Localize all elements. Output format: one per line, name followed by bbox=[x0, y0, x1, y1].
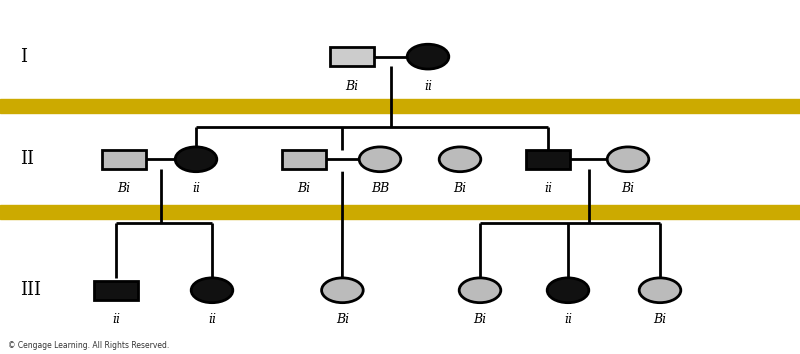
Text: ii: ii bbox=[544, 182, 552, 195]
Ellipse shape bbox=[191, 278, 233, 303]
Text: © Cengage Learning. All Rights Reserved.: © Cengage Learning. All Rights Reserved. bbox=[8, 342, 170, 350]
Text: Bi: Bi bbox=[346, 80, 358, 93]
Text: II: II bbox=[20, 150, 34, 168]
Text: ii: ii bbox=[564, 313, 572, 326]
FancyBboxPatch shape bbox=[282, 149, 326, 169]
Text: Bi: Bi bbox=[298, 182, 310, 195]
Text: Bi: Bi bbox=[454, 182, 466, 195]
Text: I: I bbox=[20, 48, 27, 65]
Text: Bi: Bi bbox=[474, 313, 486, 326]
Text: ii: ii bbox=[208, 313, 216, 326]
Ellipse shape bbox=[459, 278, 501, 303]
Ellipse shape bbox=[607, 147, 649, 172]
FancyBboxPatch shape bbox=[330, 47, 374, 67]
Text: ii: ii bbox=[112, 313, 120, 326]
Text: Bi: Bi bbox=[622, 182, 634, 195]
Text: BB: BB bbox=[371, 182, 389, 195]
FancyBboxPatch shape bbox=[526, 149, 570, 169]
Ellipse shape bbox=[322, 278, 363, 303]
Ellipse shape bbox=[175, 147, 217, 172]
Text: Bi: Bi bbox=[336, 313, 349, 326]
Text: Bi: Bi bbox=[118, 182, 130, 195]
Ellipse shape bbox=[359, 147, 401, 172]
Ellipse shape bbox=[639, 278, 681, 303]
Text: Bi: Bi bbox=[654, 313, 666, 326]
Text: ii: ii bbox=[424, 80, 432, 93]
Bar bbox=[0, 99, 800, 113]
Text: III: III bbox=[20, 281, 41, 299]
Ellipse shape bbox=[439, 147, 481, 172]
FancyBboxPatch shape bbox=[94, 280, 138, 300]
Ellipse shape bbox=[407, 44, 449, 69]
Text: ii: ii bbox=[192, 182, 200, 195]
Bar bbox=[0, 205, 800, 219]
Ellipse shape bbox=[547, 278, 589, 303]
FancyBboxPatch shape bbox=[102, 149, 146, 169]
